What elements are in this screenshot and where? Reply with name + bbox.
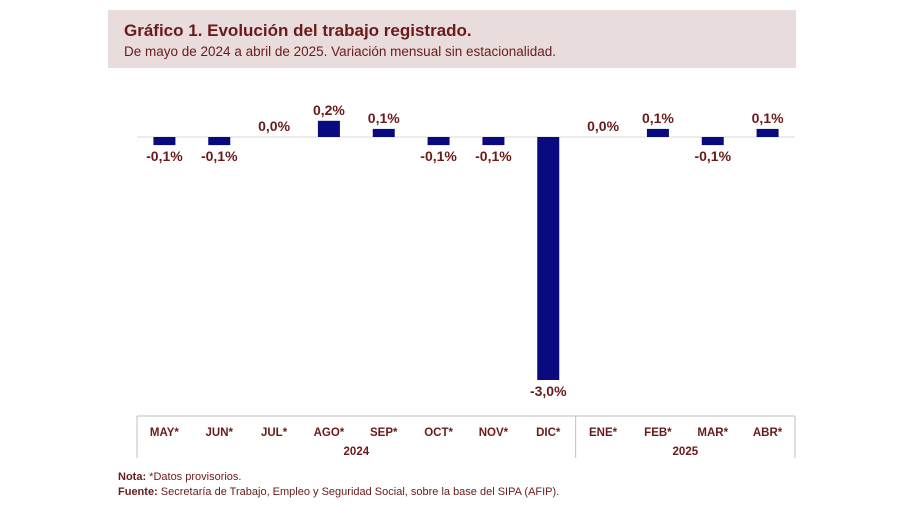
data-label: -0,1% — [475, 148, 512, 164]
data-label: 0,2% — [313, 102, 345, 118]
chart-header: Gráfico 1. Evolución del trabajo registr… — [108, 10, 796, 68]
x-tick-label: MAR* — [697, 427, 728, 439]
data-label: -0,1% — [201, 148, 238, 164]
x-tick-label: ENE* — [589, 427, 618, 439]
bar-nov — [482, 137, 505, 146]
chart-title: Gráfico 1. Evolución del trabajo registr… — [124, 21, 472, 40]
source-text: Secretaría de Trabajo, Empleo y Segurida… — [157, 486, 560, 498]
data-label: 0,1% — [752, 110, 784, 126]
data-label: -0,1% — [146, 148, 183, 164]
source-line: Fuente: Secretaría de Trabajo, Empleo y … — [118, 485, 559, 500]
x-tick-label: OCT* — [424, 427, 453, 439]
bar-chart: -0,1% MAY* -0,1% JUN* 0,0% JUL* 0,2% AGO* 0,1% SE… — [136, 102, 796, 458]
source-label: Fuente: — [118, 486, 158, 498]
bar-dic — [537, 137, 560, 380]
data-label: 0,1% — [642, 110, 674, 126]
bar-abr — [756, 128, 779, 137]
note-line: Nota: *Datos provisorios. — [118, 470, 559, 485]
note-text: *Datos provisorios. — [146, 471, 242, 483]
data-label: -0,1% — [694, 148, 731, 164]
data-label: -3,0% — [530, 383, 567, 399]
chart-subtitle: De mayo de 2024 a abril de 2025. Variaci… — [124, 44, 557, 59]
data-label: 0,0% — [587, 118, 619, 134]
bar-mar — [701, 137, 724, 146]
year-group-label: 2025 — [673, 446, 699, 458]
x-tick-label: MAY* — [150, 427, 179, 439]
chart-notes: Nota: *Datos provisorios. Fuente: Secret… — [118, 470, 559, 500]
data-label: 0,1% — [368, 110, 400, 126]
x-tick-label: FEB* — [644, 427, 672, 439]
x-tick-label: JUN* — [206, 427, 234, 439]
note-label: Nota: — [118, 471, 147, 483]
data-label: 0,0% — [258, 118, 290, 134]
bar-ago — [317, 120, 340, 137]
x-tick-label: AGO* — [314, 427, 345, 439]
bar-sep — [372, 128, 395, 137]
data-label: -0,1% — [420, 148, 457, 164]
x-tick-label: JUL* — [261, 427, 288, 439]
x-tick-label: ABR* — [753, 427, 783, 439]
x-tick-label: NOV* — [479, 427, 509, 439]
bar-feb — [646, 128, 669, 137]
bar-may — [153, 137, 176, 146]
year-group-label: 2024 — [344, 446, 370, 458]
x-tick-label: SEP* — [370, 427, 398, 439]
bar-jun — [208, 137, 231, 146]
x-tick-label: DIC* — [536, 427, 561, 439]
bar-oct — [427, 137, 450, 146]
